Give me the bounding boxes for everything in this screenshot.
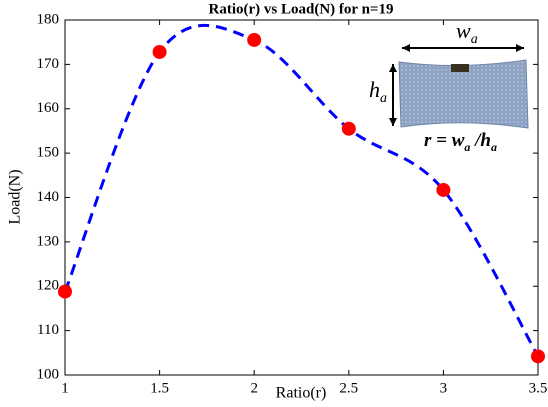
y-tick-label: 150 [37, 145, 60, 161]
x-tick-label: 3.5 [529, 380, 548, 396]
width-label: wa [456, 18, 478, 47]
inset-photo [398, 59, 529, 129]
formula-sub2: a [491, 140, 497, 154]
formula-sub1: a [464, 140, 470, 154]
formula: r = wa /ha [424, 130, 497, 153]
height-label: ha [369, 77, 387, 106]
y-tick-label: 180 [37, 11, 60, 27]
data-marker [531, 349, 545, 364]
y-tick-label: 110 [37, 322, 59, 338]
x-tick-label: 2.5 [339, 380, 358, 396]
formula-left: r = w [424, 130, 465, 151]
width-sub: a [471, 32, 478, 47]
y-axis-label: Load(N) [7, 169, 24, 224]
formula-mid: /h [470, 130, 491, 151]
inset-connector [451, 64, 469, 72]
data-marker [341, 121, 356, 136]
chart-title: Ratio(r) vs Load(N) for n=19 [209, 1, 394, 17]
plot-area: 100 110 120 130 140 150 160 170 180 1 1.5 2 2.5 3 3.5 [37, 11, 548, 396]
y-tick-label: 140 [37, 189, 60, 205]
y-tick-label: 130 [37, 233, 60, 249]
x-tick-label: 1 [61, 380, 69, 396]
width-base: w [456, 18, 471, 43]
x-tick-label: 3 [440, 380, 448, 396]
data-marker [152, 44, 167, 59]
y-tick-label: 100 [37, 366, 60, 382]
data-marker [58, 284, 72, 299]
data-marker [436, 182, 451, 197]
height-base: h [369, 77, 380, 102]
y-tick-label: 170 [37, 56, 60, 72]
x-axis-label: Ratio(r) [276, 385, 327, 402]
y-tick-label: 120 [37, 278, 60, 294]
height-sub: a [380, 91, 387, 106]
y-tick-label: 160 [37, 100, 60, 116]
x-tick-label: 2 [250, 380, 258, 396]
data-line [63, 23, 540, 358]
inset: wa ha r = wa /ha [369, 18, 529, 154]
x-tick-label: 1.5 [150, 380, 169, 396]
data-marker [247, 32, 262, 47]
